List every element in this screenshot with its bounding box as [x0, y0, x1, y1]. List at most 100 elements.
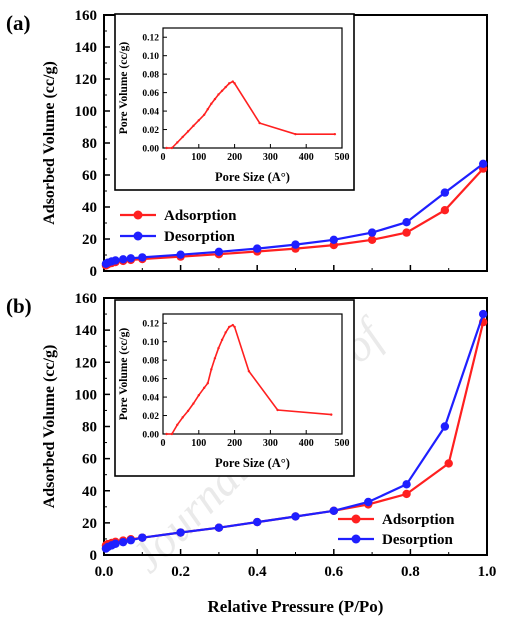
inset-frame — [114, 13, 355, 191]
inset-point — [233, 325, 236, 329]
desorption-point — [118, 255, 128, 264]
desorption-point — [329, 506, 338, 516]
adsorption-point — [367, 235, 377, 244]
inset-x-tick-label: 300 — [263, 438, 278, 449]
inset-y-axis-label: Pore Volume (cc/g) — [118, 42, 130, 135]
y-tick-label: 100 — [75, 104, 98, 120]
inset-point — [220, 89, 224, 92]
inset-point — [176, 141, 179, 144]
adsorption-point — [402, 228, 411, 237]
x-tick-label: 0.6 — [324, 564, 343, 580]
inset-point — [330, 413, 333, 416]
inset-y-tick-label: 0.08 — [142, 357, 159, 367]
inset-point — [228, 325, 231, 329]
y-tick-label: 40 — [82, 200, 97, 216]
desorption-point — [291, 512, 300, 521]
legend-desorption-label: Desorption — [382, 532, 453, 548]
y-tick-label: 100 — [75, 387, 98, 403]
x-tick-label: 0.2 — [171, 564, 190, 580]
inset-point — [220, 338, 224, 342]
inset-y-tick-label: 0.12 — [142, 320, 159, 330]
inset-point — [176, 423, 179, 426]
inset-x-tick-label: 100 — [191, 438, 206, 449]
inset-x-tick-label: 500 — [335, 152, 350, 163]
desorption-point — [176, 250, 185, 259]
inset-x-tick-label: 300 — [263, 152, 278, 163]
inset-x-axis-label: Pore Size (A°) — [215, 456, 290, 470]
y-tick-label: 120 — [75, 355, 98, 371]
inset-x-tick-label: 500 — [335, 438, 350, 449]
inset-point — [165, 146, 168, 150]
x-tick-label: 1.0 — [478, 564, 497, 580]
inset-point — [233, 82, 236, 85]
inset-y-tick-label: 0.06 — [142, 375, 159, 385]
panel-a: 0 20 40 60 80 100 120 140 160 Adsorbed Volume (cc… — [6, 8, 488, 280]
inset-point — [181, 135, 184, 139]
inset-point — [197, 119, 200, 122]
y-tick-label: 40 — [82, 484, 97, 500]
y-tick-label: 80 — [82, 420, 97, 436]
inset-point — [206, 382, 209, 385]
inset-y-tick-label: 0.02 — [142, 412, 159, 422]
adsorption-point — [444, 459, 453, 468]
desorption-point — [478, 159, 488, 168]
inset-y-tick-label: 0.00 — [142, 431, 159, 441]
inset-point — [210, 368, 213, 371]
y-tick-label: 20 — [82, 232, 97, 248]
inset-point — [294, 132, 297, 136]
inset-point — [181, 416, 184, 419]
desorption-point — [440, 188, 450, 197]
y-tick-label: 0 — [90, 264, 98, 280]
inset-point — [186, 130, 190, 133]
desorption-point — [402, 480, 411, 489]
y-tick-label: 120 — [75, 72, 98, 88]
inset-point — [186, 409, 190, 413]
inset-point — [231, 80, 235, 83]
inset-x-tick-label: 0 — [161, 152, 166, 163]
y-tick-label: 160 — [75, 8, 98, 24]
y-tick-label: 20 — [82, 516, 97, 532]
desorption-point — [440, 422, 450, 431]
inset-point — [210, 102, 213, 105]
x-tick-label: 0.4 — [248, 564, 267, 580]
inset-point — [276, 408, 279, 412]
desorption-point — [176, 528, 185, 537]
desorption-point — [329, 235, 338, 244]
inset-point — [197, 394, 200, 397]
legend-desorption-marker — [133, 231, 143, 241]
y-tick-label: 0 — [90, 548, 98, 564]
inset-point — [224, 331, 227, 334]
inset-y-tick-label: 0.00 — [142, 145, 159, 155]
inset-point — [217, 93, 220, 96]
desorption-point — [111, 539, 120, 548]
inset-chart: 0.00 0.02 0.04 0.06 0.08 0.10 0.12 0 100 200 300 40… — [114, 299, 355, 477]
y-tick-label: 140 — [75, 323, 98, 339]
inset-point — [192, 402, 195, 405]
panel-b: 0 20 40 60 80 100 120 140 160 0.0 0.2 0.4 0.6 0.8 1.0 A… — [6, 291, 496, 616]
legend-desorption-marker — [351, 534, 361, 544]
inset-x-tick-label: 200 — [227, 152, 242, 163]
inset-frame — [114, 299, 355, 477]
inset-point — [165, 432, 168, 436]
inset-point — [202, 386, 206, 390]
desorption-point — [402, 218, 411, 227]
inset-point — [231, 323, 235, 327]
legend-adsorption-label: Adsorption — [382, 512, 455, 528]
inset-y-tick-label: 0.02 — [142, 126, 159, 136]
y-axis-label: Adsorbed Volume (cc/g) — [41, 345, 58, 509]
desorption-point — [291, 240, 300, 249]
y-tick-label: 80 — [82, 136, 97, 152]
y-tick-label: 60 — [82, 168, 97, 184]
inset-plot-frame — [162, 27, 343, 149]
desorption-point — [364, 497, 373, 507]
x-axis-label: Relative Pressure (P/Po) — [208, 597, 384, 616]
desorption-point — [367, 228, 377, 237]
inset-point — [192, 124, 195, 128]
inset-x-axis-label: Pore Size (A°) — [215, 170, 290, 184]
desorption-point — [214, 523, 224, 532]
inset-x-tick-label: 100 — [191, 152, 206, 163]
inset-point — [206, 108, 209, 111]
inset-point — [258, 121, 261, 125]
inset-x-tick-label: 400 — [299, 438, 314, 449]
